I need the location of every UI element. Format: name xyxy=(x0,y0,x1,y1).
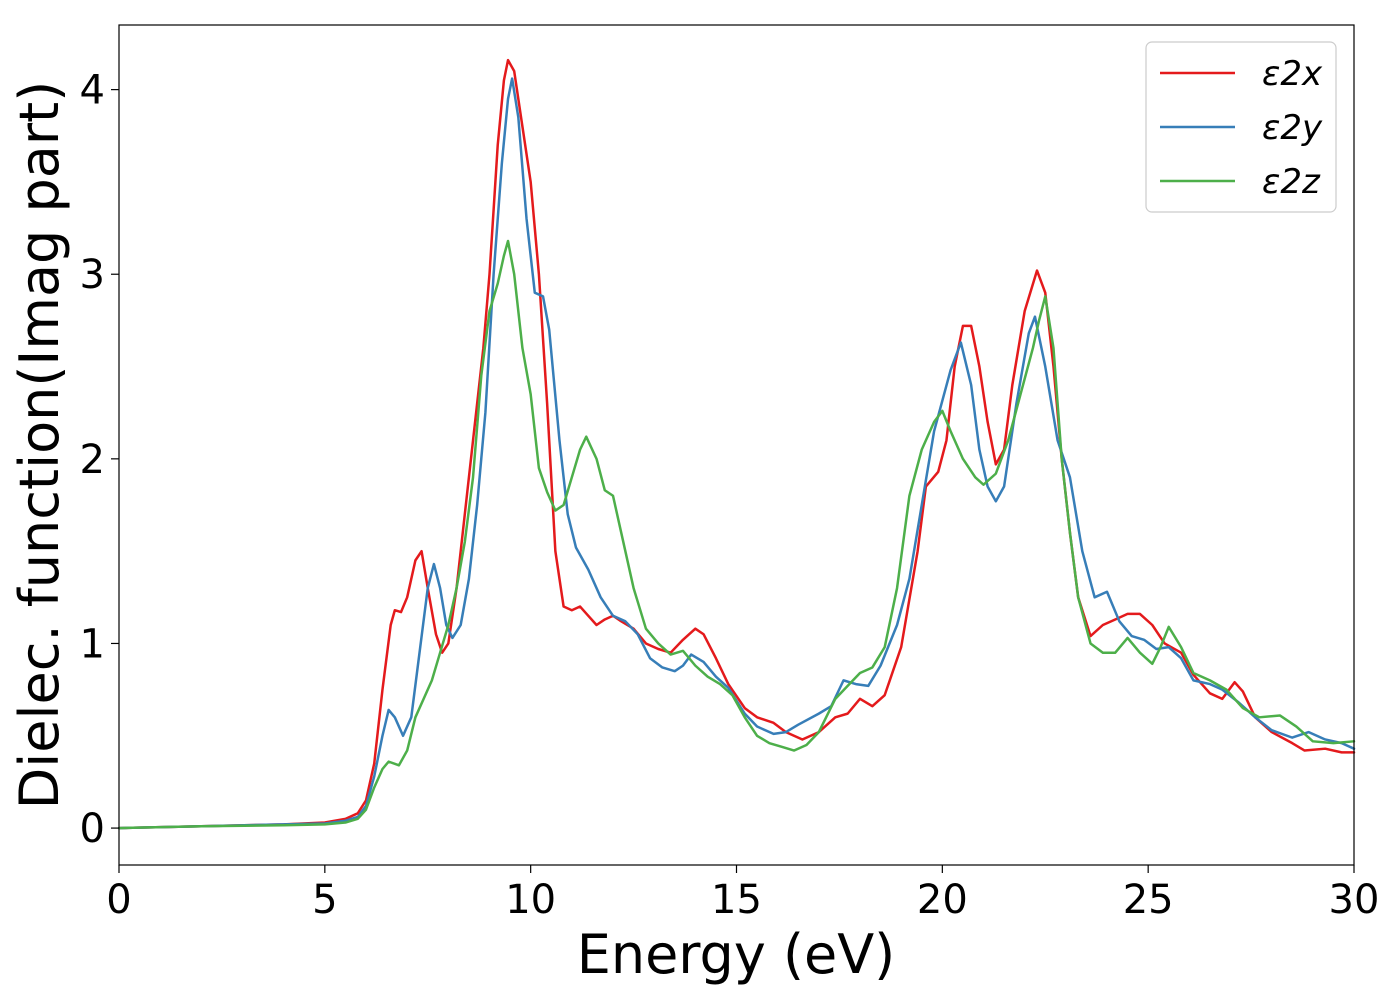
x-tick-label: 0 xyxy=(106,877,131,923)
x-tick-label: 30 xyxy=(1329,877,1380,923)
x-axis-ticks: 0 5 10 15 20 25 30 xyxy=(106,865,1379,923)
x-tick-label: 5 xyxy=(312,877,337,923)
y-tick-label: 0 xyxy=(80,806,105,852)
legend-label-1: ε2x xyxy=(1262,54,1323,94)
series-line-3 xyxy=(117,239,1356,830)
x-tick-label: 15 xyxy=(711,877,762,923)
series-line-1 xyxy=(117,58,1356,830)
legend-label-2: ε2y xyxy=(1262,108,1323,148)
y-axis-ticks: 0 1 2 3 4 xyxy=(80,68,119,852)
legend-box xyxy=(1145,41,1337,213)
y-tick-label: 2 xyxy=(80,437,105,483)
y-tick-label: 1 xyxy=(80,621,105,667)
x-axis-title: Energy (eV) xyxy=(577,923,896,986)
series-layer xyxy=(117,58,1356,830)
legend: ε2x ε2y ε2z xyxy=(1145,41,1337,213)
x-tick-label: 20 xyxy=(917,877,968,923)
x-tick-label: 10 xyxy=(505,877,556,923)
x-tick-label: 25 xyxy=(1123,877,1174,923)
legend-label-3: ε2z xyxy=(1262,162,1321,202)
y-tick-label: 3 xyxy=(80,252,105,298)
y-axis-title: Dielec. function(Imag part) xyxy=(8,81,71,810)
y-tick-label: 4 xyxy=(80,68,105,114)
